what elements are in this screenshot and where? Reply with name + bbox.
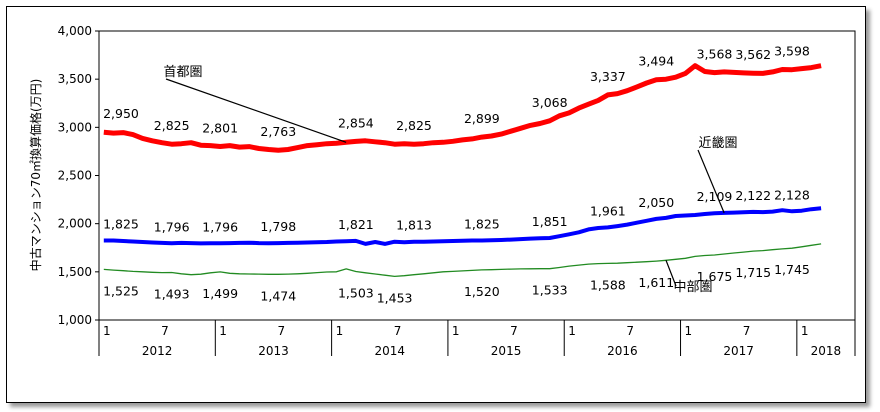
data-label: 1,525 [103,283,139,298]
y-tick-label: 1,000 [58,313,92,327]
data-label: 1,493 [154,287,190,302]
data-label: 3,562 [735,47,771,62]
x-tick-label: 1 [568,324,576,338]
data-label: 1,499 [202,286,238,301]
data-label: 1,453 [377,290,413,305]
series-layer [103,63,822,278]
year-label: 2018 [811,344,842,358]
data-label: 2,825 [154,118,190,133]
data-label: 1,825 [103,217,139,232]
y-tick-label: 3,000 [58,120,92,134]
series-line [103,206,822,246]
y-tick-label: 1,500 [58,265,92,279]
data-label: 2,763 [260,124,296,139]
data-label: 1,851 [532,214,568,229]
data-label: 2,050 [638,195,674,210]
x-tick-label: 7 [743,324,751,338]
data-label: 1,520 [464,284,500,299]
x-tick-label: 1 [103,324,111,338]
data-label: 1,798 [260,219,296,234]
data-label: 1,474 [260,288,296,303]
x-tick-label: 7 [277,324,285,338]
data-label: 2,122 [735,188,771,203]
data-label: 1,745 [774,262,810,277]
x-tick-label: 7 [161,324,169,338]
data-label: 1,715 [735,265,771,280]
data-label: 1,533 [532,283,568,298]
data-label: 2,825 [396,118,432,133]
year-label: 2012 [142,344,173,358]
series-line [103,243,822,278]
data-label: 1,503 [338,286,374,301]
year-label: 2013 [258,344,289,358]
year-label: 2017 [723,344,754,358]
data-label: 1,611 [638,275,674,290]
data-label: 2,854 [338,115,374,130]
series-callout: 近畿圏 [698,136,737,151]
x-tick-label: 7 [626,324,634,338]
y-tick-label: 2,000 [58,217,92,231]
y-tick-label: 4,000 [58,24,92,38]
callout-line [697,149,725,214]
data-label: 3,068 [532,95,568,110]
data-label: 1,825 [464,217,500,232]
data-label: 2,899 [464,111,500,126]
y-tick-label: 2,500 [58,169,92,183]
data-label: 2,109 [697,189,733,204]
data-label: 1,588 [590,277,626,292]
y-tick-label: 3,500 [58,72,92,86]
series-line [103,63,822,153]
data-label: 3,494 [638,54,674,69]
x-tick-label: 1 [452,324,460,338]
axes: 1,000 1,500 2,000 2,500 3,000 3,500 4,000 1 7 1 7 1… [58,24,856,358]
year-label: 2014 [374,344,405,358]
data-label: 1,961 [590,203,626,218]
data-label: 1,675 [697,269,733,284]
callout-line [165,78,347,143]
data-label: 2,801 [202,121,238,136]
data-label: 2,128 [774,187,810,202]
y-axis-label: 中古マンション70㎡換算価格(万円) [28,79,43,272]
year-label: 2015 [491,344,522,358]
series-callout: 中部圏 [673,280,712,295]
data-label: 3,568 [697,47,733,62]
x-tick-label: 1 [219,324,227,338]
year-label: 2016 [607,344,638,358]
series-callout: 首都圏 [163,65,202,80]
x-tick-label: 1 [685,324,693,338]
data-label: 1,821 [338,217,374,232]
x-tick-label: 7 [394,324,402,338]
data-label: 1,796 [154,219,190,234]
data-label: 2,950 [103,106,139,121]
data-label: 3,598 [774,44,810,59]
data-label: 1,813 [396,218,432,233]
callout-line [665,260,677,287]
x-tick-label: 1 [801,324,809,338]
data-label: 3,337 [590,69,626,84]
x-tick-label: 1 [336,324,344,338]
data-labels: 2,950 2,825 2,801 2,763 2,854 2,825 2,899 3,068… [103,44,810,306]
data-label: 1,796 [202,219,238,234]
x-tick-label: 7 [510,324,518,338]
